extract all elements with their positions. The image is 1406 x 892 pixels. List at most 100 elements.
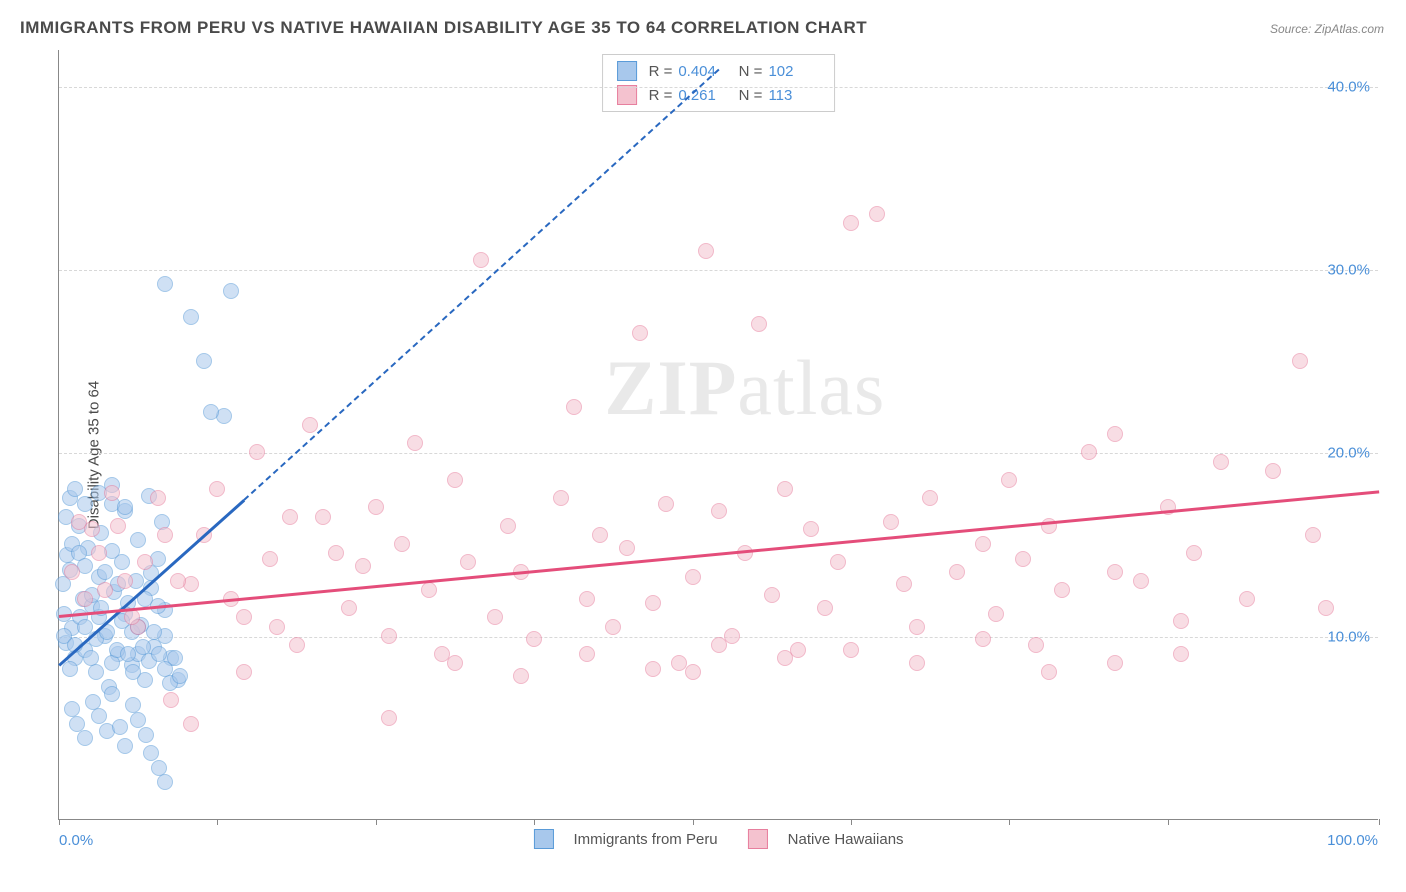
- scatter-point: [157, 276, 173, 292]
- scatter-point: [130, 712, 146, 728]
- scatter-point: [289, 637, 305, 653]
- scatter-point: [124, 609, 140, 625]
- x-tick: [376, 819, 377, 825]
- watermark: ZIPatlas: [604, 343, 885, 433]
- y-tick-label: 10.0%: [1327, 628, 1370, 645]
- legend-n-label: N =: [730, 63, 762, 80]
- x-tick: [1168, 819, 1169, 825]
- scatter-point: [1186, 545, 1202, 561]
- scatter-point: [167, 650, 183, 666]
- scatter-point: [1028, 637, 1044, 653]
- scatter-point: [1173, 646, 1189, 662]
- scatter-point: [183, 309, 199, 325]
- scatter-point: [172, 668, 188, 684]
- scatter-point: [460, 554, 476, 570]
- scatter-point: [421, 582, 437, 598]
- trend-line-extension: [243, 69, 720, 501]
- scatter-point: [157, 527, 173, 543]
- scatter-point: [355, 558, 371, 574]
- scatter-point: [487, 609, 503, 625]
- legend-label: Native Hawaiians: [788, 831, 904, 848]
- scatter-point: [157, 774, 173, 790]
- plot-area: ZIPatlas R = 0.404 N = 102R = 0.261 N = …: [58, 50, 1378, 820]
- legend-r-value: 0.261: [678, 87, 730, 104]
- scatter-point: [163, 692, 179, 708]
- scatter-point: [328, 545, 344, 561]
- scatter-point: [896, 576, 912, 592]
- scatter-point: [1173, 613, 1189, 629]
- scatter-point: [1041, 664, 1057, 680]
- scatter-point: [88, 664, 104, 680]
- scatter-point: [135, 639, 151, 655]
- scatter-point: [843, 642, 859, 658]
- scatter-point: [803, 521, 819, 537]
- scatter-point: [67, 481, 83, 497]
- scatter-point: [592, 527, 608, 543]
- scatter-point: [553, 490, 569, 506]
- scatter-point: [130, 532, 146, 548]
- scatter-point: [949, 564, 965, 580]
- scatter-point: [117, 499, 133, 515]
- scatter-point: [1015, 551, 1031, 567]
- legend-swatch: [533, 829, 553, 849]
- scatter-point: [117, 738, 133, 754]
- scatter-point: [1292, 353, 1308, 369]
- scatter-point: [84, 521, 100, 537]
- scatter-point: [236, 664, 252, 680]
- scatter-point: [724, 628, 740, 644]
- scatter-point: [988, 606, 1004, 622]
- scatter-point: [138, 727, 154, 743]
- scatter-point: [77, 591, 93, 607]
- x-tick-label: 100.0%: [1327, 832, 1378, 849]
- scatter-point: [62, 661, 78, 677]
- scatter-point: [151, 760, 167, 776]
- scatter-point: [909, 655, 925, 671]
- legend-item: Immigrants from Peru: [533, 829, 717, 849]
- scatter-point: [203, 404, 219, 420]
- scatter-point: [1239, 591, 1255, 607]
- scatter-point: [1133, 573, 1149, 589]
- scatter-point: [209, 481, 225, 497]
- scatter-point: [619, 540, 635, 556]
- scatter-point: [605, 619, 621, 635]
- scatter-point: [830, 554, 846, 570]
- scatter-point: [146, 624, 162, 640]
- scatter-point: [125, 664, 141, 680]
- scatter-point: [170, 573, 186, 589]
- scatter-point: [91, 545, 107, 561]
- gridline: [59, 87, 1378, 88]
- scatter-point: [869, 206, 885, 222]
- scatter-point: [77, 496, 93, 512]
- source-attribution: Source: ZipAtlas.com: [1270, 22, 1384, 36]
- legend-swatch: [617, 61, 637, 81]
- watermark-light: atlas: [737, 344, 885, 431]
- scatter-point: [698, 243, 714, 259]
- scatter-point: [83, 650, 99, 666]
- scatter-point: [1107, 426, 1123, 442]
- scatter-point: [975, 631, 991, 647]
- x-tick: [693, 819, 694, 825]
- scatter-point: [817, 600, 833, 616]
- scatter-point: [249, 444, 265, 460]
- scatter-point: [447, 655, 463, 671]
- scatter-point: [473, 252, 489, 268]
- scatter-point: [975, 536, 991, 552]
- gridline: [59, 270, 1378, 271]
- scatter-point: [579, 591, 595, 607]
- scatter-point: [1213, 454, 1229, 470]
- legend-n-label: N =: [730, 87, 762, 104]
- y-tick-label: 30.0%: [1327, 262, 1370, 279]
- scatter-point: [315, 509, 331, 525]
- scatter-point: [645, 661, 661, 677]
- scatter-point: [843, 215, 859, 231]
- scatter-point: [112, 719, 128, 735]
- scatter-point: [104, 686, 120, 702]
- scatter-point: [64, 701, 80, 717]
- scatter-point: [223, 283, 239, 299]
- scatter-point: [1107, 655, 1123, 671]
- scatter-point: [1081, 444, 1097, 460]
- x-tick: [851, 819, 852, 825]
- legend-r-label: R =: [649, 63, 673, 80]
- scatter-point: [685, 664, 701, 680]
- scatter-point: [104, 485, 120, 501]
